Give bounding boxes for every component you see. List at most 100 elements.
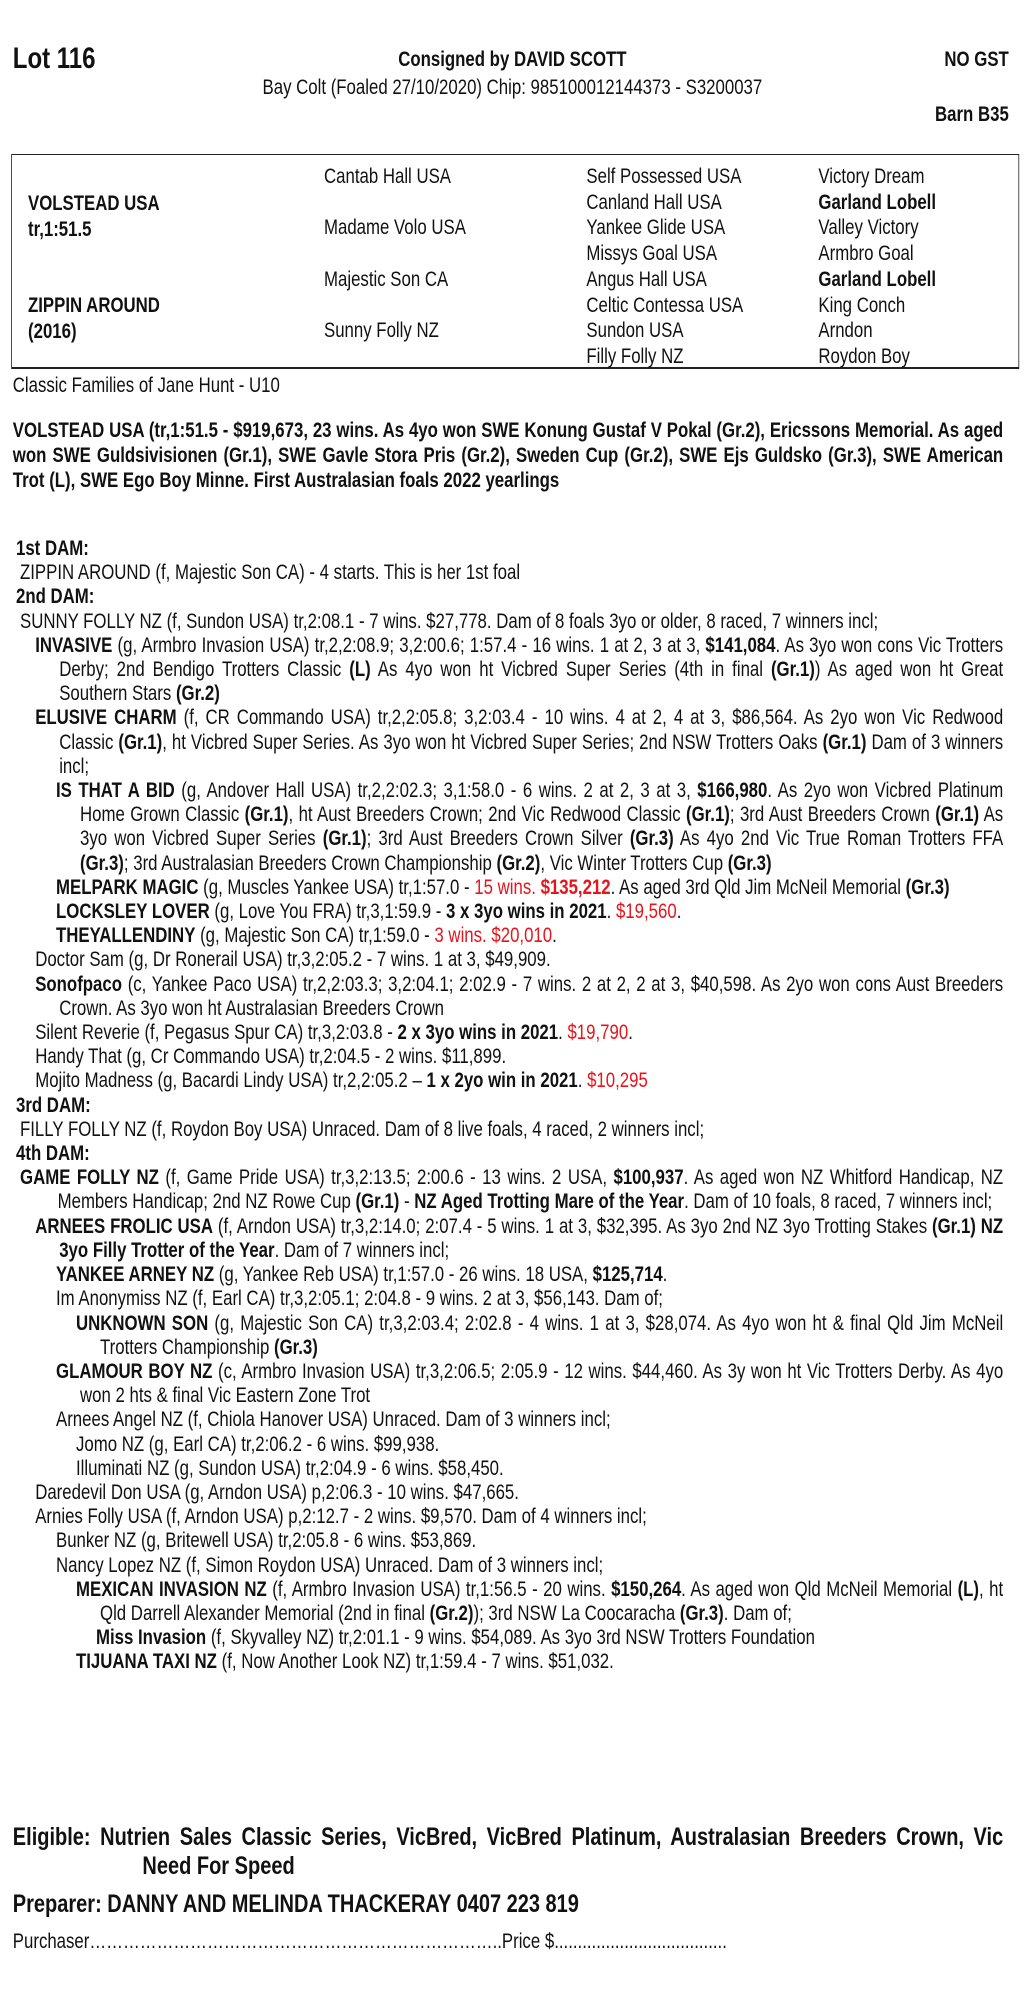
progeny-entry: ARNEES FROLIC USA (f, Arndon USA) tr,3,2… [0,1215,1003,1263]
entry-text: $19,790 [567,1021,629,1045]
entry-text: $166,980 [697,779,768,803]
entry-text: Miss Invasion [96,1626,207,1650]
progeny-entry: MEXICAN INVASION NZ (f, Armbro Invasion … [0,1578,1003,1626]
eligibility: Eligible: Nutrien Sales Classic Series, … [12,1823,1004,1880]
consignor: Consigned by DAVID SCOTT [398,48,627,71]
progeny-entry: Daredevil Don USA (g, Arndon USA) p,2:06… [0,1481,1003,1505]
entry-text: Mojito Madness (g, Bacardi Lindy USA) tr… [35,1069,427,1093]
entry-text: . [662,1263,668,1287]
entry-text: - [399,1190,415,1214]
entry-text: 3 wins. $20,010 [434,924,553,948]
progeny-entry: ZIPPIN AROUND (f, Majestic Son CA) - 4 s… [0,561,1003,585]
pedigree-table: VOLSTEAD USA tr,1:51.5 ZIPPIN AROUND (20… [11,154,1020,369]
dam-year: (2016) [28,320,77,343]
entry-text: (Gr.2) [175,682,220,706]
progeny-entry: Bunker NZ (g, Britewell USA) tr,2:05.8 -… [0,1529,1003,1553]
entry-text: (Gr.1) [322,827,367,851]
progeny-entry: THEYALLENDINY (g, Majestic Son CA) tr,1:… [0,924,1003,948]
progeny-entry: Nancy Lopez NZ (f, Simon Roydon USA) Unr… [0,1554,1003,1578]
entry-text: . As 2yo won Vicbred Platinum Home Grown… [80,779,1004,827]
entry-text: Jomo NZ (g, Earl CA) tr,2:06.2 - 6 wins.… [76,1432,440,1456]
entry-text: (g, Armbro Invasion USA) tr,2,2:08.9; 3,… [112,633,706,657]
pedigree-ancestor: Missys Goal USA [586,242,718,266]
entry-text: Sonofpaco [35,972,123,996]
entry-text: (f, Skyvalley NZ) tr,2:01.1 - 9 wins. $5… [206,1626,815,1650]
progeny-entry: IS THAT A BID (g, Andover Hall USA) tr,2… [0,779,1003,876]
entry-text: Handy That (g, Cr Commando USA) tr,2:04.… [35,1045,507,1069]
entry-text: . As aged won NZ Whitford Handicap, NZ M… [57,1166,1004,1214]
progeny-entry: Miss Invasion (f, Skyvalley NZ) tr,2:01.… [0,1626,1003,1650]
entry-text: (Gr.3) [273,1335,318,1359]
entry-text: NZ Aged Trotting Mare of the Year [414,1190,685,1214]
entry-text: ELUSIVE CHARM [35,706,177,730]
entry-text: As 4yo 2nd Vic True Roman Trotters FFA [673,827,1004,851]
entry-text: ; 3rd Aust Breeders Crown Silver [366,827,630,851]
pedigree-ancestor: Filly Folly NZ [586,344,684,368]
entry-text: GAME FOLLY NZ [20,1166,159,1190]
dam-heading: 3rd DAM: [16,1093,91,1117]
pedigree-ancestor: Valley Victory [818,216,919,240]
progeny-entry: Doctor Sam (g, Dr Ronerail USA) tr,3,2:0… [0,948,1003,972]
entry-text: FILLY FOLLY NZ (f, Roydon Boy USA) Unrac… [20,1117,705,1141]
entry-text: $125,714 [592,1263,663,1287]
pedigree-ancestor: Angus Hall USA [586,267,707,291]
entry-text: (Gr.2) [429,1601,474,1625]
entry-text: GLAMOUR BOY NZ [56,1359,213,1383]
sire-name: VOLSTEAD USA [28,192,160,215]
entry-text: . As 3yo won cons Vic Trotters Derby; 2n… [59,633,1004,682]
entry-text: . [577,1069,588,1093]
pedigree-ancestor: Garland Lobell [818,190,937,214]
family-line: Classic Families of Jane Hunt - U10 [12,374,280,397]
dam-heading: 1st DAM: [16,537,89,560]
entry-text: (Gr.1) [770,658,815,682]
entry-text: Arnies Folly USA (f, Arndon USA) p,2:12.… [35,1505,647,1529]
entry-text: Daredevil Don USA (g, Arndon USA) p,2:06… [35,1480,519,1504]
entry-text: ; 3rd Aust Breeders Crown [729,803,936,827]
entry-text: (Gr.1) NZ 3yo Filly Trotter of the Year [59,1214,1004,1262]
entry-text: , ht Aust Breeders Crown; 2nd Vic Redwoo… [288,803,687,827]
pedigree-ancestor: Armbro Goal [818,242,914,266]
entry-text: Doctor Sam (g, Dr Ronerail USA) tr,3,2:0… [35,948,551,972]
entry-text: (Gr.1) [935,803,980,827]
entry-text: IS THAT A BID [56,779,175,803]
entry-text: . [676,900,682,924]
entry-text: (L) [349,658,371,682]
entry-text: $10,295 [587,1069,648,1093]
entry-text: . [606,900,616,924]
progeny-entry: Arnees Angel NZ (f, Chiola Hanover USA) … [0,1408,1003,1432]
entry-text: $150,264 [611,1577,682,1601]
entry-text: $19,560 [615,900,677,924]
entry-text: , Vic Winter Trotters Cup [540,851,728,875]
entry-text: (g, Andover Hall USA) tr,2,2:02.3; 3,1:5… [174,779,698,803]
entry-text: (c, Yankee Paco USA) tr,2,2:03.3; 3,2:04… [59,972,1004,1020]
entry-text: ; 3rd Australasian Breeders Crown Champi… [123,851,497,875]
lot-number: Lot 116 [12,42,96,75]
entry-text: (f, Armbro Invasion USA) tr,1:56.5 - 20 … [266,1577,612,1601]
entry-text: (g, Yankee Reb USA) tr,1:57.0 - 26 wins.… [214,1263,593,1287]
entry-text: (L) [957,1577,980,1601]
pedigree-ancestor: Sundon USA [586,319,684,343]
entry-text: $141,084 [705,633,776,657]
horse-details: Bay Colt (Foaled 27/10/2020) Chip: 98510… [262,76,763,99]
entry-text: As 3yo won Vicbred Super Series [80,803,1004,851]
entry-text: (Gr.3) [80,851,124,875]
entry-text: (f, CR Commando USA) tr,2,2:05.8; 3,2:03… [59,706,1004,754]
pedigree-ancestor: Celtic Contessa USA [586,293,744,317]
dam-name: ZIPPIN AROUND [28,294,160,317]
entry-text: TIJUANA TAXI NZ [76,1650,217,1674]
entry-text: Bunker NZ (g, Britewell USA) tr,2:05.8 -… [56,1529,477,1553]
entry-text: . As aged 3rd Qld Jim McNeil Memorial [610,875,906,899]
entry-text: . As aged won Qld McNeil Memorial [681,1577,958,1601]
entry-text: (f, Game Pride USA) tr,3,2:13.5; 2:00.6 … [158,1166,614,1190]
dam-heading: 4th DAM: [16,1142,90,1166]
entry-text: (Gr.3) [629,827,674,851]
entry-text: (Gr.1) [244,803,289,827]
pedigree-ancestor: Self Possessed USA [586,165,742,188]
entry-text: (Gr.1) [822,730,867,754]
progeny-entry: TIJUANA TAXI NZ (f, Now Another Look NZ)… [0,1650,1003,1674]
entry-text: ); 3rd NSW La Coocaracha [473,1601,680,1625]
entry-text: UNKNOWN SON [76,1311,209,1335]
pedigree-ancestor: Garland Lobell [818,267,937,291]
entry-text: 15 wins. [474,875,541,899]
preparer: Preparer: DANNY AND MELINDA THACKERAY 04… [12,1890,579,1918]
